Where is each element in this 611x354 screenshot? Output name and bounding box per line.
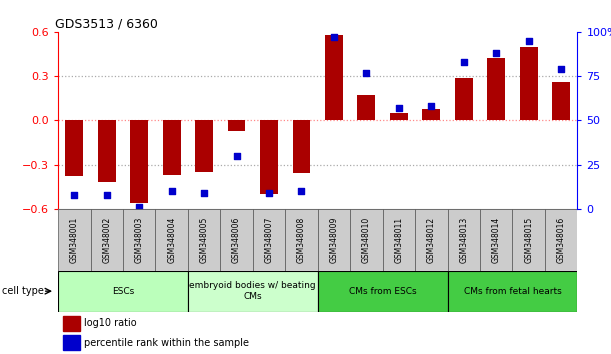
Text: GSM348012: GSM348012 [427,217,436,263]
Bar [188,271,318,312]
Text: CMs from ESCs: CMs from ESCs [349,287,417,296]
Text: GSM348015: GSM348015 [524,217,533,263]
Text: log10 ratio: log10 ratio [84,318,137,329]
Bar [221,209,253,271]
Point [362,70,371,75]
Bar [90,209,123,271]
Point [102,192,112,198]
Bar [447,271,577,312]
Bar [545,209,577,271]
Bar [357,95,375,120]
Text: GSM348007: GSM348007 [265,217,274,263]
Text: ESCs: ESCs [112,287,134,296]
Point [491,50,501,56]
Point [329,34,339,40]
Text: embryoid bodies w/ beating
CMs: embryoid bodies w/ beating CMs [189,281,316,301]
Bar [552,82,570,120]
Bar [253,209,285,271]
Text: GSM348008: GSM348008 [297,217,306,263]
Text: GSM348011: GSM348011 [394,217,403,263]
Bar [488,58,505,120]
Bar [293,120,310,173]
Bar [285,209,318,271]
Bar [163,120,181,175]
Bar [58,271,188,312]
Text: GSM348013: GSM348013 [459,217,468,263]
Bar [455,78,473,120]
Bar [123,209,155,271]
Text: GSM348006: GSM348006 [232,217,241,263]
Point [199,190,209,196]
Bar [325,35,343,120]
Point [459,59,469,65]
Bar [98,120,115,182]
Point [134,204,144,210]
Point [296,188,306,194]
Bar [228,120,246,131]
Bar [64,316,80,331]
Bar [422,109,441,120]
Bar [318,209,350,271]
Text: GSM348001: GSM348001 [70,217,79,263]
Point [394,105,404,111]
Bar [58,209,90,271]
Point [264,190,274,196]
Bar [520,47,538,120]
Point [426,103,436,109]
Point [524,38,533,44]
Text: GSM348005: GSM348005 [200,217,208,263]
Point [556,66,566,72]
Text: GSM348004: GSM348004 [167,217,176,263]
Bar [382,209,415,271]
Bar [188,209,221,271]
Text: CMs from fetal hearts: CMs from fetal hearts [464,287,562,296]
Text: percentile rank within the sample: percentile rank within the sample [84,337,249,348]
Point [167,188,177,194]
Text: cell type: cell type [2,286,44,296]
Point [232,153,241,159]
Bar [130,120,148,203]
Bar [415,209,447,271]
Bar [64,335,80,350]
Bar [318,271,447,312]
Bar [447,209,480,271]
Bar [260,120,278,194]
Bar [155,209,188,271]
Text: GSM348010: GSM348010 [362,217,371,263]
Text: GSM348009: GSM348009 [329,217,338,263]
Text: GSM348003: GSM348003 [134,217,144,263]
Bar [350,209,382,271]
Text: GSM348014: GSM348014 [492,217,501,263]
Text: GSM348016: GSM348016 [557,217,566,263]
Text: GSM348002: GSM348002 [102,217,111,263]
Text: GDS3513 / 6360: GDS3513 / 6360 [56,18,158,31]
Bar [65,120,83,176]
Bar [513,209,545,271]
Point [70,192,79,198]
Bar [480,209,513,271]
Bar [390,113,408,120]
Bar [195,120,213,172]
